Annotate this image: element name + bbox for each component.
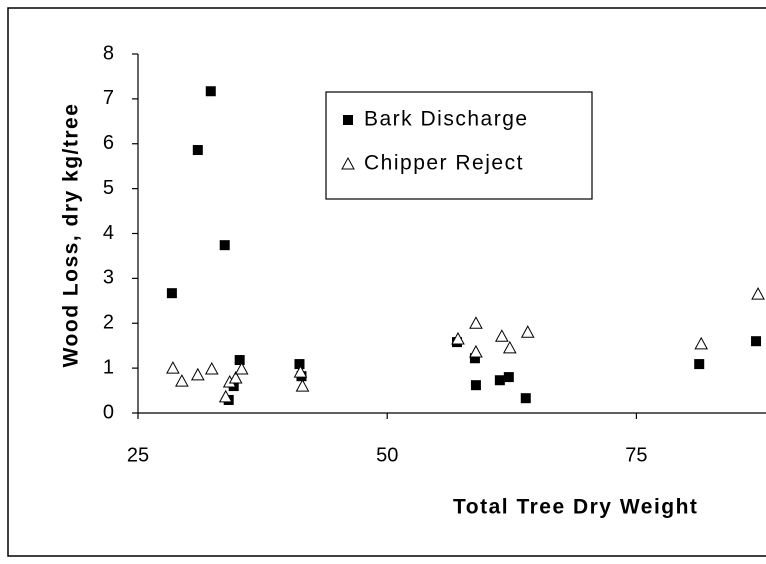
y-tick-label: 2: [103, 312, 114, 334]
point: [470, 380, 481, 391]
point: [494, 329, 509, 342]
point: [192, 145, 203, 156]
y-tick-label: 1: [103, 356, 114, 378]
y-tick-label: 0: [103, 401, 114, 423]
point: [175, 374, 189, 387]
legend-box: [325, 91, 593, 200]
point: [234, 355, 245, 366]
y-tick-label: 7: [103, 87, 114, 109]
legend-marker: [343, 115, 353, 125]
point: [520, 325, 535, 338]
point: [219, 240, 230, 251]
y-axis-title: Wood Loss, dry kg/tree: [60, 103, 83, 368]
point: [234, 361, 249, 375]
point: [469, 316, 483, 329]
point: [451, 331, 465, 345]
y-tick-label: 6: [103, 132, 114, 154]
legend-marker: [341, 156, 355, 170]
point: [204, 361, 219, 375]
point: [166, 361, 180, 374]
legend-label: Chipper Reject: [364, 152, 524, 175]
y-tick-label: 3: [103, 267, 114, 289]
point: [205, 86, 216, 97]
chart-frame: [7, 7, 766, 557]
point: [503, 372, 514, 383]
point: [190, 367, 205, 381]
point: [502, 340, 517, 354]
point: [469, 353, 480, 364]
legend-label: Bark Discharge: [364, 108, 529, 131]
point: [520, 393, 531, 404]
point: [751, 336, 762, 347]
point: [294, 359, 305, 370]
y-tick-label: 4: [103, 222, 114, 244]
point: [694, 336, 709, 350]
x-tick-label: 75: [625, 444, 647, 466]
point: [228, 370, 243, 384]
point: [494, 375, 505, 386]
point: [166, 288, 177, 299]
x-tick-label: 50: [376, 444, 398, 466]
point: [469, 344, 483, 358]
y-tick-label: 8: [103, 42, 114, 64]
y-tick-label: 5: [103, 177, 114, 199]
x-axis-title: Total Tree Dry Weight: [453, 496, 698, 519]
point: [694, 359, 705, 370]
point: [295, 379, 310, 392]
point: [293, 365, 308, 378]
point: [218, 389, 233, 403]
point: [751, 287, 765, 300]
x-tick-label: 25: [127, 444, 149, 466]
